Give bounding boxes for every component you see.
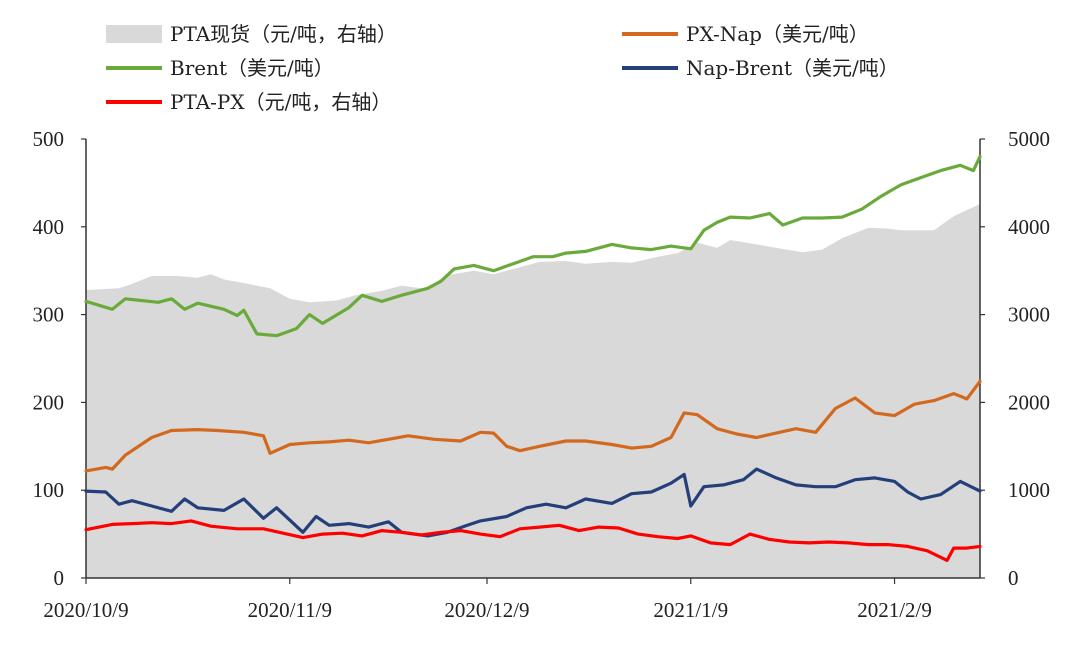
series-line-brent — [84, 155, 982, 338]
y-right-tick-label: 1000 — [1008, 478, 1050, 502]
lines-layer — [84, 155, 982, 563]
legend-label-brent: Brent（美元/吨） — [170, 56, 334, 80]
x-tick-label: 2020/11/9 — [248, 598, 332, 622]
series-line-px-nap — [84, 379, 982, 473]
y-right-tick-label: 5000 — [1008, 127, 1050, 151]
axes-layer: 0100200300400500010002000300040005000202… — [33, 127, 1051, 622]
area-layer — [86, 204, 980, 578]
x-tick-label: 2020/12/9 — [444, 598, 529, 622]
y-left-tick-label: 300 — [33, 303, 65, 327]
series-line-nap-brent — [84, 467, 982, 538]
y-left-tick-label: 0 — [54, 566, 65, 590]
legend-label-pta-spot: PTA现货（元/吨，右轴） — [170, 22, 397, 46]
y-right-tick-label: 4000 — [1008, 215, 1050, 239]
y-right-tick-label: 3000 — [1008, 303, 1050, 327]
x-tick-label: 2021/2/9 — [857, 598, 932, 622]
series-line-pta-px — [84, 519, 982, 563]
y-left-tick-label: 500 — [33, 127, 65, 151]
x-tick-label: 2021/1/9 — [653, 598, 728, 622]
y-right-tick-label: 2000 — [1008, 390, 1050, 414]
legend: PTA现货（元/吨，右轴） PX-Nap（美元/吨） Brent（美元/吨） Nap-… — [106, 22, 899, 114]
x-tick-label: 2020/10/9 — [43, 598, 128, 622]
y-right-tick-label: 0 — [1008, 566, 1019, 590]
legend-label-pta-px: PTA-PX（元/吨，右轴） — [170, 90, 391, 114]
legend-swatch-pta-spot — [106, 25, 162, 43]
legend-label-px-nap: PX-Nap（美元/吨） — [686, 22, 869, 46]
y-left-tick-label: 200 — [33, 390, 65, 414]
y-left-tick-label: 100 — [33, 478, 65, 502]
area-pta-spot — [86, 204, 980, 578]
y-left-tick-label: 400 — [33, 215, 65, 239]
legend-label-nap-brent: Nap-Brent（美元/吨） — [686, 56, 899, 80]
